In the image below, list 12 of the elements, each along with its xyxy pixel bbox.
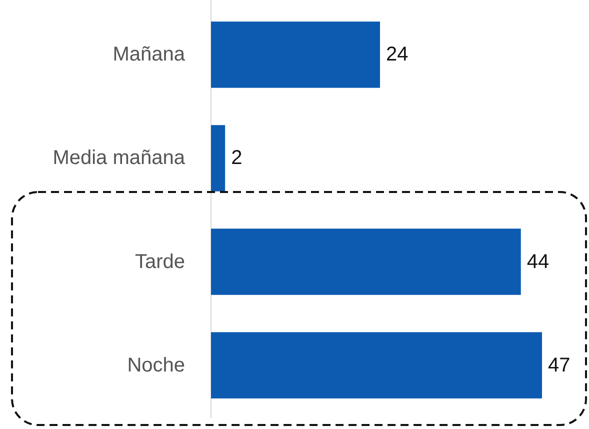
bar (211, 228, 521, 295)
y-tick-label: Media mañana (52, 147, 186, 170)
bar (211, 332, 542, 398)
y-tick-label: Mañana (112, 44, 186, 66)
data-label: 47 (548, 354, 570, 376)
bar (211, 22, 380, 88)
data-label: 24 (386, 44, 408, 66)
data-label: 44 (526, 250, 550, 273)
data-label: 2 (231, 147, 242, 170)
bar (211, 125, 226, 192)
y-tick-label: Noche (127, 354, 185, 376)
y-tick-label: Tarde (134, 250, 185, 273)
